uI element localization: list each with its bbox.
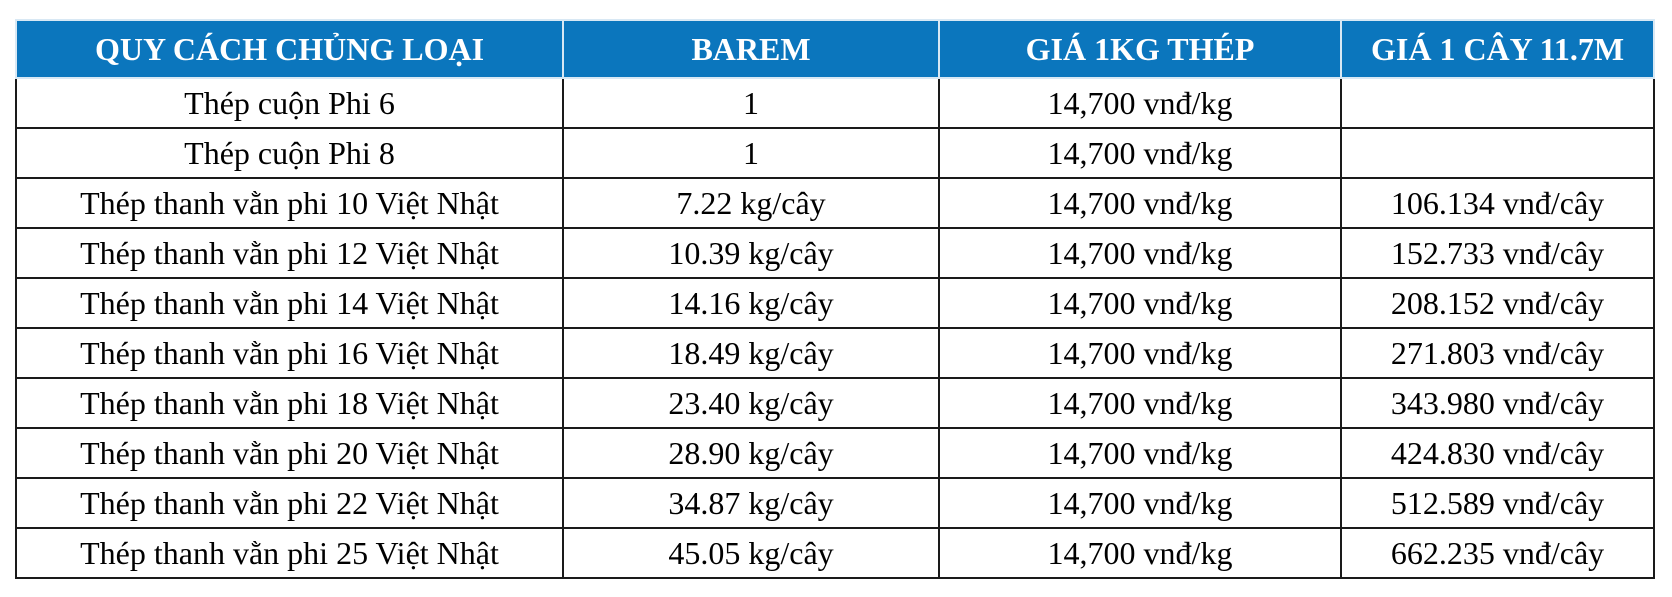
table-row: Thép thanh vằn phi 10 Việt Nhật 7.22 kg/c… — [15, 177, 1655, 229]
table-row: Thép cuộn Phi 6 1 14,700 vnđ/kg — [15, 77, 1655, 129]
table-cell: 14,700 vnđ/kg — [938, 277, 1342, 329]
table-cell: Thép thanh vằn phi 25 Việt Nhật — [15, 527, 564, 579]
table-cell: 14,700 vnđ/kg — [938, 227, 1342, 279]
table-cell: 10.39 kg/cây — [562, 227, 940, 279]
header-cell: BAREM — [562, 19, 940, 79]
table-cell: Thép thanh vằn phi 16 Việt Nhật — [15, 327, 564, 379]
header-cell: QUY CÁCH CHỦNG LOẠI — [15, 19, 564, 79]
table-body: Thép cuộn Phi 6 1 14,700 vnđ/kg Thép cuộn P… — [15, 77, 1655, 579]
table-cell: 1 — [562, 77, 940, 129]
header-cell: GIÁ 1 CÂY 11.7M — [1340, 19, 1655, 79]
price-table: QUY CÁCH CHỦNG LOẠI BAREM GIÁ 1KG THÉP GIÁ … — [15, 19, 1655, 579]
table-cell: 14.16 kg/cây — [562, 277, 940, 329]
table-cell: Thép thanh vằn phi 10 Việt Nhật — [15, 177, 564, 229]
table-cell: 271.803 vnđ/cây — [1340, 327, 1655, 379]
table-cell: 14,700 vnđ/kg — [938, 427, 1342, 479]
table-row: Thép thanh vằn phi 18 Việt Nhật 23.40 kg/… — [15, 377, 1655, 429]
table-cell: Thép thanh vằn phi 20 Việt Nhật — [15, 427, 564, 479]
table-cell: 14,700 vnđ/kg — [938, 177, 1342, 229]
table-cell: 14,700 vnđ/kg — [938, 527, 1342, 579]
table-cell: 14,700 vnđ/kg — [938, 477, 1342, 529]
table-row: Thép thanh vằn phi 25 Việt Nhật 45.05 kg/… — [15, 527, 1655, 579]
table-cell: 343.980 vnđ/cây — [1340, 377, 1655, 429]
table-cell: 424.830 vnđ/cây — [1340, 427, 1655, 479]
table-cell: 23.40 kg/cây — [562, 377, 940, 429]
table-row: Thép cuộn Phi 8 1 14,700 vnđ/kg — [15, 127, 1655, 179]
table-cell: Thép thanh vằn phi 12 Việt Nhật — [15, 227, 564, 279]
table-cell: 662.235 vnđ/cây — [1340, 527, 1655, 579]
table-cell: 7.22 kg/cây — [562, 177, 940, 229]
table-row: Thép thanh vằn phi 16 Việt Nhật 18.49 kg/… — [15, 327, 1655, 379]
header-row: QUY CÁCH CHỦNG LOẠI BAREM GIÁ 1KG THÉP GIÁ … — [15, 19, 1655, 79]
table-row: Thép thanh vằn phi 22 Việt Nhật 34.87 kg/… — [15, 477, 1655, 529]
table-cell: 1 — [562, 127, 940, 179]
header-cell: GIÁ 1KG THÉP — [938, 19, 1342, 79]
table-cell: 208.152 vnđ/cây — [1340, 277, 1655, 329]
table-cell: 14,700 vnđ/kg — [938, 127, 1342, 179]
table-cell: 152.733 vnđ/cây — [1340, 227, 1655, 279]
table-cell: 18.49 kg/cây — [562, 327, 940, 379]
table-cell: 512.589 vnđ/cây — [1340, 477, 1655, 529]
table-cell: 28.90 kg/cây — [562, 427, 940, 479]
table-cell: 14,700 vnđ/kg — [938, 377, 1342, 429]
table-cell: Thép thanh vằn phi 22 Việt Nhật — [15, 477, 564, 529]
table-cell: 14,700 vnđ/kg — [938, 327, 1342, 379]
empty-cell — [1340, 77, 1655, 129]
table-cell: 45.05 kg/cây — [562, 527, 940, 579]
table-cell: Thép thanh vằn phi 18 Việt Nhật — [15, 377, 564, 429]
table-cell: Thép cuộn Phi 8 — [15, 127, 564, 179]
table-cell: Thép cuộn Phi 6 — [15, 77, 564, 129]
table-cell: 106.134 vnđ/cây — [1340, 177, 1655, 229]
table-row: Thép thanh vằn phi 12 Việt Nhật 10.39 kg/… — [15, 227, 1655, 279]
table-cell: 34.87 kg/cây — [562, 477, 940, 529]
empty-cell — [1340, 127, 1655, 179]
table-row: Thép thanh vằn phi 14 Việt Nhật 14.16 kg/… — [15, 277, 1655, 329]
table-cell: 14,700 vnđ/kg — [938, 77, 1342, 129]
table-cell: Thép thanh vằn phi 14 Việt Nhật — [15, 277, 564, 329]
table-row: Thép thanh vằn phi 20 Việt Nhật 28.90 kg/… — [15, 427, 1655, 479]
